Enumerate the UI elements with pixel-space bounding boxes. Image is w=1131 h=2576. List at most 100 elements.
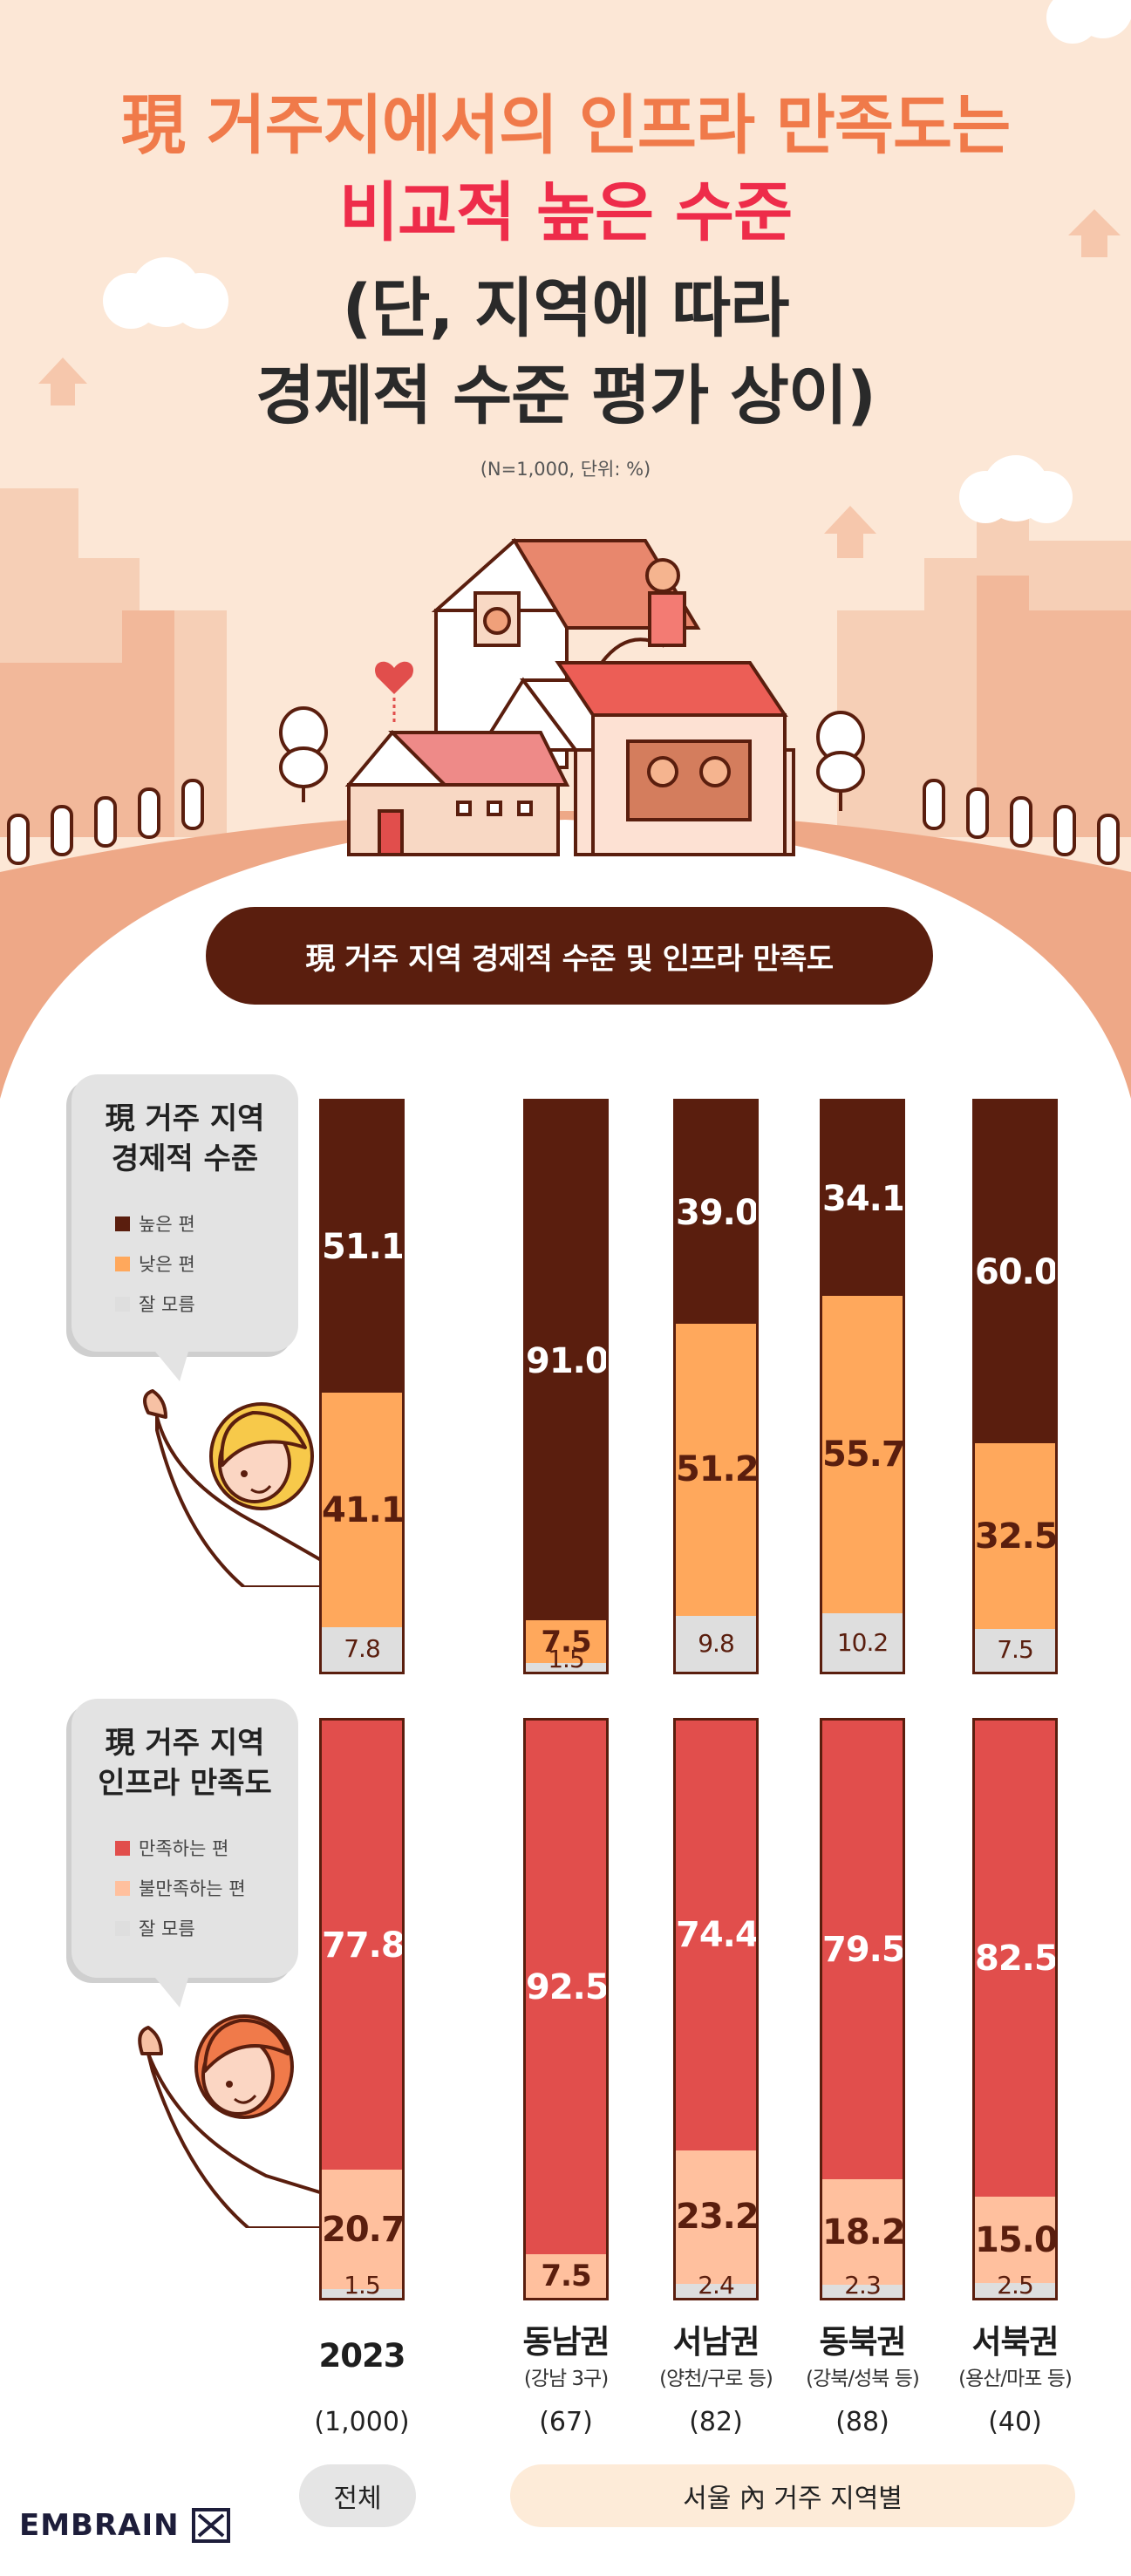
bar-value-label: 7.5 — [541, 2259, 591, 2294]
legend-economic-title-line1: 現 거주 지역 — [105, 1101, 265, 1136]
bar-value-label: 39.0 — [676, 1192, 759, 1233]
bar-infra-1: 92.5 7.5 — [523, 1718, 609, 2300]
bar-segment-economic-0-2 — [322, 1626, 402, 1672]
category-label: 서북권 — [971, 2323, 1059, 2361]
bar-value-label: 7.5 — [541, 1624, 591, 1659]
category-sample-size: (82) — [689, 2407, 743, 2437]
bar-segment-infra-4-2 — [975, 2283, 1055, 2298]
bar-value-label: 10.2 — [836, 1627, 889, 1657]
legend-item-satisfied: 만족하는 편 — [115, 1828, 298, 1868]
legend-infra-title-line1: 現 거주 지역 — [105, 1726, 265, 1761]
legend-swatch-low — [115, 1256, 130, 1271]
bar-segment-infra-0-2 — [322, 2289, 402, 2298]
title-line-1: 現 거주지에서의 인프라 만족도는 — [120, 88, 1011, 163]
bar-segment-infra-2-2 — [676, 2284, 756, 2298]
bar-value-label: 9.8 — [698, 1628, 735, 1658]
bar-value-label: 34.1 — [822, 1178, 905, 1219]
bar-segment-economic-2-1 — [676, 1324, 756, 1616]
unit-note: (N=1,000, 단위: %) — [480, 459, 651, 480]
bar-segment-economic-3-2 — [822, 1613, 903, 1672]
legend-swatch-satisfied — [115, 1840, 130, 1856]
bar-segment-economic-3-0 — [822, 1101, 903, 1296]
bar-segment-economic-3-1 — [822, 1296, 903, 1614]
bar-segment-economic-4-1 — [975, 1443, 1055, 1629]
bar-segment-infra-0-1 — [322, 2170, 402, 2290]
bar-value-label: 55.7 — [822, 1435, 905, 1475]
category-sample-size: (67) — [539, 2407, 593, 2437]
bar-value-label: 18.2 — [822, 2211, 905, 2252]
bar-value-label: 32.5 — [975, 1516, 1058, 1557]
bar-infra-4: 82.5 15.0 2.5 — [972, 1718, 1058, 2300]
background-illustration — [0, 0, 1131, 1134]
bar-segment-infra-3-0 — [822, 1721, 903, 2180]
boy-character-illustration — [138, 2014, 323, 2228]
title-line-4: 경제적 수준 평가 상이) — [255, 358, 876, 433]
legend-swatch-unsatisfied — [115, 1880, 130, 1896]
bar-segment-economic-4-0 — [975, 1101, 1055, 1444]
bar-value-label: 15.0 — [975, 2219, 1058, 2260]
legend-label-satisfied: 만족하는 편 — [139, 1838, 229, 1859]
bar-segment-economic-4-2 — [975, 1628, 1055, 1672]
brand-name: EMBRAIN — [19, 2508, 180, 2543]
bar-segment-economic-2-0 — [676, 1101, 756, 1325]
bar-value-label: 74.4 — [676, 1915, 759, 1956]
bar-value-label: 79.5 — [822, 1930, 905, 1971]
legend-economic: 現 거주 지역 경제적 수준 높은 편 낮은 편 잘 모름 — [72, 1074, 298, 1352]
legend-infra-title-line2: 인프라 만족도 — [98, 1766, 272, 1801]
bar-segment-infra-4-0 — [975, 1721, 1055, 2198]
bar-value-label: 51.2 — [676, 1449, 759, 1490]
bar-infra-3: 79.5 18.2 2.3 — [820, 1718, 905, 2300]
bar-segment-economic-0-0 — [322, 1101, 402, 1394]
bar-value-label: 41.1 — [322, 1489, 405, 1530]
bar-segment-infra-3-2 — [822, 2284, 903, 2298]
brand-mark-icon — [191, 2508, 230, 2543]
category-label: 동남권 — [522, 2323, 610, 2361]
bar-segment-infra-2-0 — [676, 1721, 756, 2150]
bar-value-label: 7.8 — [344, 1634, 381, 1664]
legend-label-unknown: 잘 모름 — [139, 1294, 195, 1315]
category-sample-size: (88) — [835, 2407, 889, 2437]
bar-value-label: 2.4 — [698, 2271, 735, 2300]
bar-value-label: 7.5 — [997, 1635, 1034, 1665]
legend-label-unsatisfied: 불만족하는 편 — [139, 1878, 246, 1899]
legend-infra-title: 現 거주 지역 인프라 만족도 — [72, 1723, 298, 1803]
category-sublabel: (강남 3구) — [523, 2368, 609, 2390]
bar-infra-2: 74.4 23.2 2.4 — [673, 1718, 759, 2300]
section-title: 現 거주 지역 경제적 수준 및 인프라 만족도 — [206, 907, 933, 1005]
legend-swatch-unknown-infra — [115, 1920, 130, 1936]
legend-label-high: 높은 편 — [139, 1214, 195, 1235]
legend-item-unknown: 잘 모름 — [115, 1284, 298, 1324]
legend-economic-title-line2: 경제적 수준 — [111, 1141, 259, 1176]
bar-value-label: 2.3 — [844, 2271, 882, 2300]
category-sample-size: (40) — [988, 2407, 1042, 2437]
bar-economic-3: 34.1 55.7 10.2 — [820, 1099, 905, 1674]
legend-infra: 現 거주 지역 인프라 만족도 만족하는 편 불만족하는 편 잘 모름 — [72, 1699, 298, 1978]
category-label: 2023 — [318, 2337, 406, 2375]
bar-economic-4: 60.0 32.5 7.5 — [972, 1099, 1058, 1674]
bar-segment-economic-1-1 — [526, 1620, 606, 1664]
legend-item-unsatisfied: 불만족하는 편 — [115, 1868, 298, 1908]
category-sublabel: (양천/구로 등) — [659, 2368, 773, 2390]
legend-label-unknown-infra: 잘 모름 — [139, 1918, 195, 1939]
bar-segment-infra-2-1 — [676, 2150, 756, 2285]
group-label-total: 전체 — [299, 2464, 416, 2527]
brand-logo: EMBRAIN — [19, 2508, 230, 2543]
group-label-region: 서울 內 거주 지역별 — [510, 2464, 1075, 2527]
category-sample-size: (1,000) — [314, 2407, 410, 2437]
bar-value-label: 77.8 — [322, 1925, 405, 1966]
bar-segment-economic-0-1 — [322, 1393, 402, 1627]
category-label: 동북권 — [819, 2323, 906, 2361]
legend-swatch-unknown — [115, 1296, 130, 1312]
bar-value-label: 51.1 — [322, 1227, 405, 1268]
bar-segment-economic-1-0 — [526, 1101, 606, 1621]
bar-value-label: 1.5 — [344, 2271, 381, 2300]
category-label: 서남권 — [672, 2323, 760, 2361]
category-sublabel: (강북/성북 등) — [806, 2368, 920, 2390]
title-line-2: 비교적 높은 수준 — [338, 175, 793, 250]
legend-item-unknown-infra: 잘 모름 — [115, 1908, 298, 1948]
bar-segment-economic-1-2 — [526, 1663, 606, 1672]
bar-segment-infra-3-1 — [822, 2179, 903, 2285]
legend-item-high: 높은 편 — [115, 1203, 298, 1244]
bar-segment-infra-0-0 — [322, 1721, 402, 2171]
bar-value-label: 1.5 — [548, 1645, 585, 1673]
